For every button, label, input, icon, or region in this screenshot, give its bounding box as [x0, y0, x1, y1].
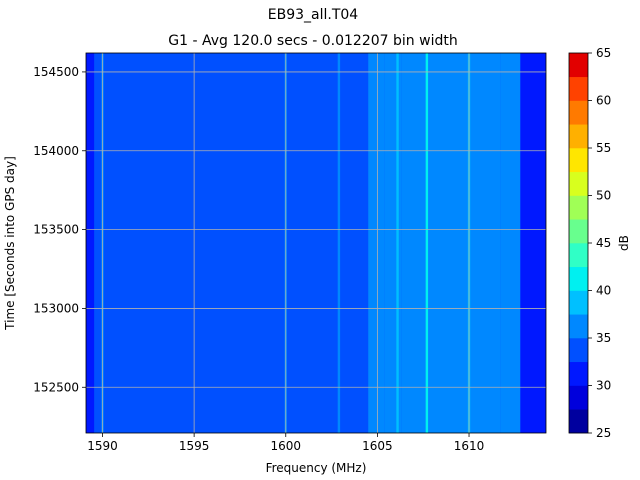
heatmap-band-0 — [86, 53, 95, 433]
chart-title: EB93_all.T04 — [268, 7, 359, 23]
colorbar-segment — [569, 195, 588, 220]
heatmap-line-4 — [396, 53, 399, 433]
x-axis: 1590 1595 1600 1605 1610 — [87, 433, 484, 453]
y-axis: 152500 153000 153500 154000 154500 — [33, 65, 86, 394]
colorbar-segment — [569, 124, 588, 149]
y-axis-label: Time [Seconds into GPS day] — [3, 156, 17, 331]
colorbar-tick-label: 50 — [596, 189, 611, 203]
colorbar-segment — [569, 100, 588, 125]
colorbar-tick-label: 60 — [596, 94, 611, 108]
x-tick-label: 1610 — [454, 439, 485, 453]
heatmap-line-2 — [337, 53, 341, 433]
colorbar-tick-label: 40 — [596, 284, 611, 298]
chart-subtitle: G1 - Avg 120.0 secs - 0.012207 bin width — [168, 33, 457, 49]
plot-area — [85, 52, 547, 434]
y-tick-label: 154000 — [33, 144, 79, 158]
x-tick-label: 1600 — [270, 439, 301, 453]
colorbar-segment — [569, 53, 588, 78]
colorbar-tick-label: 35 — [596, 331, 611, 345]
colorbar-segment — [569, 409, 588, 434]
colorbar: 25 30 35 40 45 50 55 60 65 — [568, 46, 611, 440]
y-tick-label: 153500 — [33, 223, 79, 237]
y-tick-label: 153000 — [33, 301, 79, 315]
colorbar-tick-label: 55 — [596, 141, 611, 155]
colorbar-tick-label: 45 — [596, 236, 611, 250]
x-axis-label: Frequency (MHz) — [266, 461, 367, 475]
colorbar-segment — [569, 314, 588, 339]
heatmap-band-4 — [401, 53, 501, 433]
heatmap-line-3 — [379, 53, 383, 433]
colorbar-tick-label: 65 — [596, 46, 611, 60]
colorbar-segment — [569, 361, 588, 386]
colorbar-segment — [569, 243, 588, 268]
colorbar-segment — [569, 338, 588, 363]
heatmap-line-5 — [403, 53, 407, 433]
heatmap-band-5 — [500, 53, 521, 433]
colorbar-tick-label: 25 — [596, 426, 611, 440]
colorbar-segment — [569, 148, 588, 173]
colorbar-segment — [569, 385, 588, 410]
x-tick-label: 1595 — [179, 439, 210, 453]
plot-frame — [85, 52, 547, 434]
colorbar-segment — [569, 266, 588, 291]
colorbar-tick-label: 30 — [596, 379, 611, 393]
heatmap-band-1 — [94, 53, 369, 433]
y-tick-label: 152500 — [33, 380, 79, 394]
heatmap-band-6 — [520, 53, 546, 433]
colorbar-segment — [569, 219, 588, 244]
colorbar-segment — [569, 76, 588, 101]
x-tick-label: 1590 — [87, 439, 118, 453]
x-tick-label: 1605 — [362, 439, 393, 453]
heatmap-line-6 — [425, 53, 429, 433]
colorbar-segment — [569, 290, 588, 315]
y-tick-label: 154500 — [33, 65, 79, 79]
colorbar-segment — [569, 171, 588, 196]
colorbar-label: dB — [617, 235, 631, 251]
